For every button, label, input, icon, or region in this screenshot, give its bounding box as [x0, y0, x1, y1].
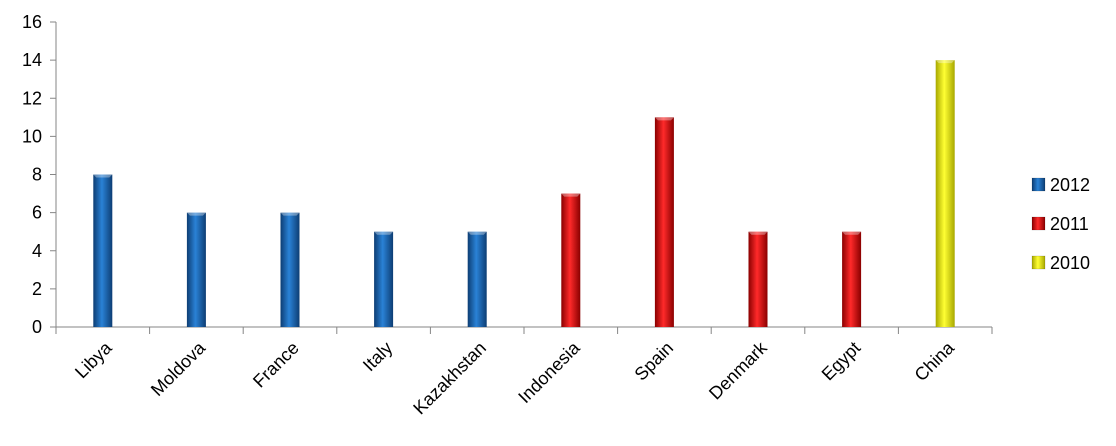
x-category-label: Denmark	[705, 337, 771, 403]
x-category-label: Moldova	[147, 337, 210, 400]
bar-italy	[374, 231, 394, 327]
bar-bevel	[654, 117, 674, 121]
bar-egypt	[842, 231, 862, 327]
category-labels: Libya Moldova France Italy Kazakhstan Indones…	[71, 337, 959, 418]
x-category-label: France	[249, 338, 303, 392]
x-category-label: Libya	[71, 337, 116, 382]
y-tick-label: 2	[32, 279, 42, 299]
bar-bevel	[842, 231, 862, 235]
x-category-label: Indonesia	[514, 337, 584, 407]
y-tick-label: 12	[22, 88, 42, 108]
y-tick-label: 0	[32, 317, 42, 337]
bar-bevel	[561, 193, 581, 197]
bar-moldova	[186, 212, 206, 327]
bar-bevel	[935, 60, 955, 64]
legend-swatch-2010	[1031, 255, 1046, 270]
y-tick-label: 10	[22, 126, 42, 146]
legend-swatch-2011	[1031, 216, 1046, 231]
y-tick-label: 14	[22, 50, 42, 70]
y-tick-label: 16	[22, 12, 42, 32]
bar-libya	[93, 174, 113, 327]
bar-bevel	[748, 231, 768, 235]
bar-spain	[654, 117, 674, 327]
y-tick-label: 6	[32, 203, 42, 223]
bar-denmark	[748, 231, 768, 327]
bar-indonesia	[561, 193, 581, 327]
bar-bevel	[467, 231, 487, 235]
legend: 2012 2011 2010	[1031, 175, 1090, 273]
y-tick-label: 4	[32, 241, 42, 261]
x-category-label: Italy	[359, 338, 396, 375]
bar-france	[280, 212, 300, 327]
x-category-label: Spain	[631, 338, 678, 385]
bar-bevel	[374, 231, 394, 235]
bar-bevel	[93, 174, 113, 178]
legend-label-2012: 2012	[1050, 175, 1090, 195]
bar-kazakhstan	[467, 231, 487, 327]
legend-label-2011: 2011	[1050, 214, 1089, 234]
y-tick-label: 8	[32, 165, 42, 185]
axes: 0 2 4 6 8 10 12 14 16	[22, 12, 993, 337]
bars	[93, 60, 955, 327]
x-category-label: Kazakhstan	[409, 338, 490, 419]
legend-label-2010: 2010	[1050, 253, 1090, 273]
x-category-label: China	[911, 337, 959, 385]
legend-swatch-2012	[1031, 177, 1046, 192]
bar-china	[935, 60, 955, 327]
x-category-label: Egypt	[818, 338, 865, 385]
bar-bevel	[186, 212, 206, 216]
bar-bevel	[280, 212, 300, 216]
